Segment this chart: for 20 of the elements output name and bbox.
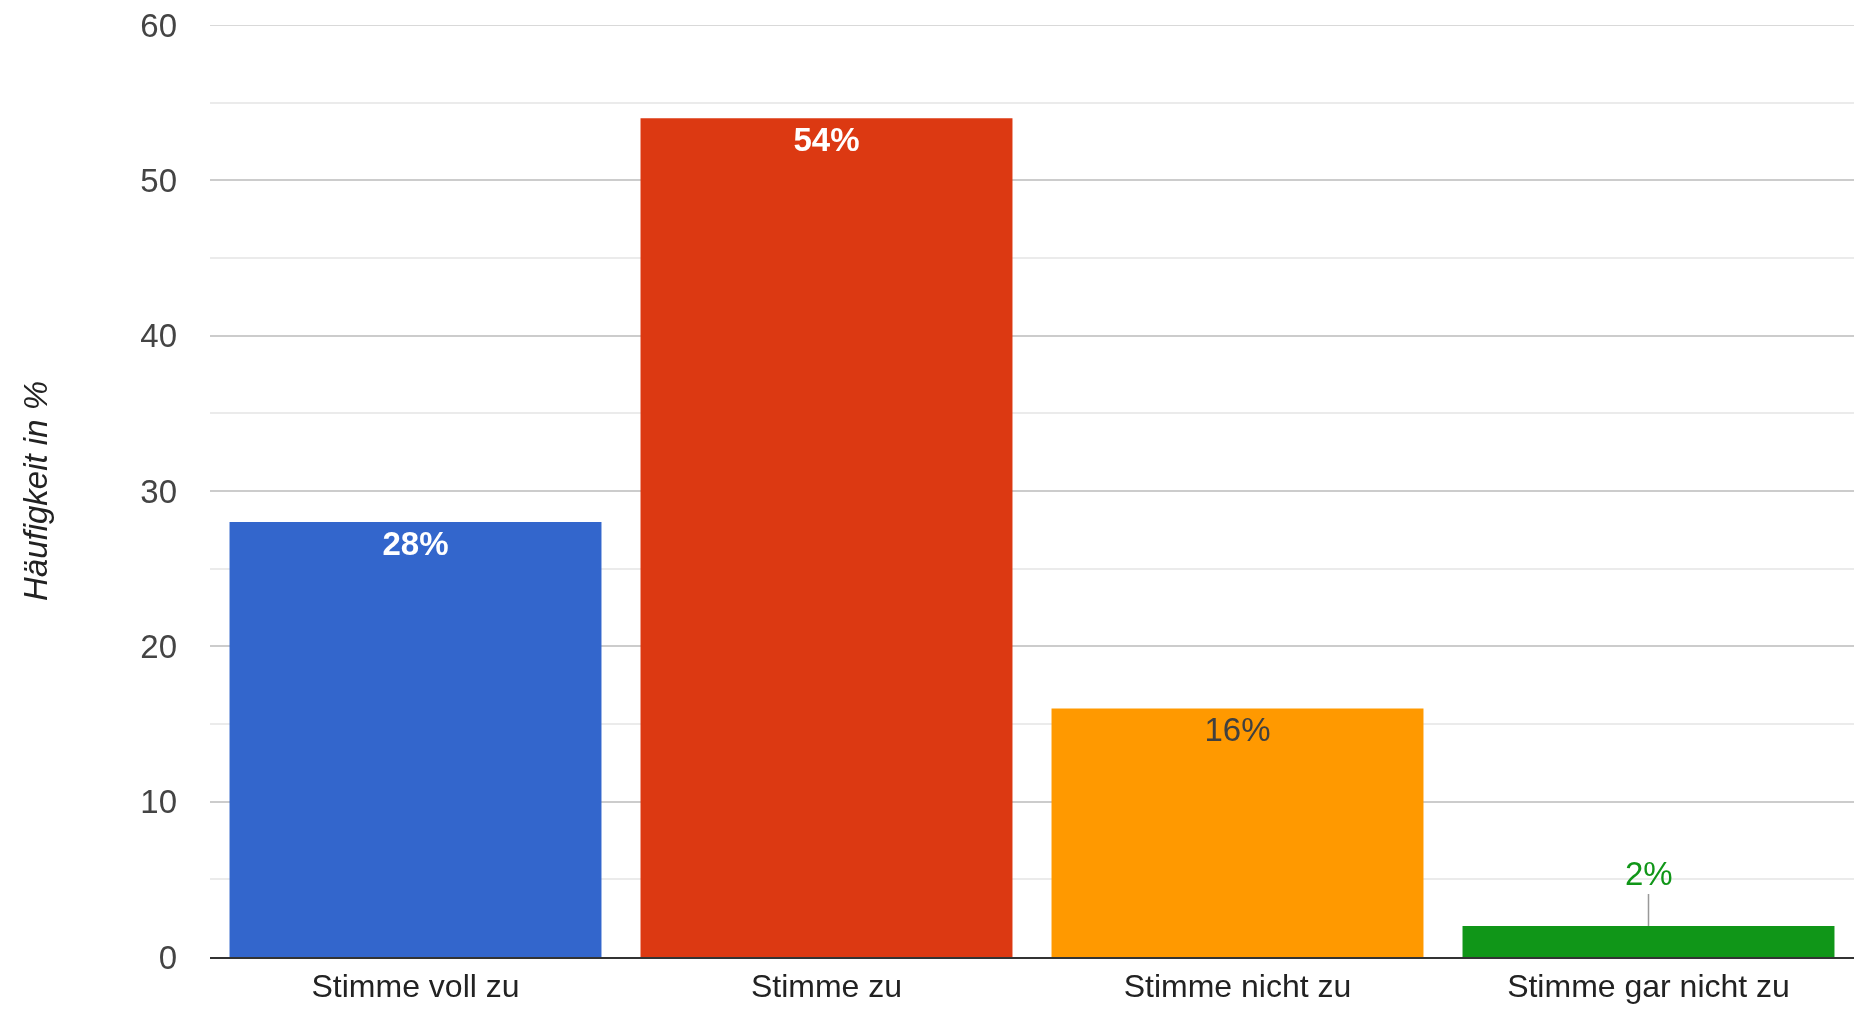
x-tick-label: Stimme voll zu xyxy=(311,968,520,1005)
x-tick-label: Stimme gar nicht zu xyxy=(1507,968,1790,1005)
y-tick-label: 0 xyxy=(158,938,177,976)
x-tick-label: Stimme zu xyxy=(750,968,903,1005)
data-label: 2% xyxy=(1625,855,1673,892)
data-label: 54% xyxy=(793,121,860,159)
y-tick-label: 50 xyxy=(140,161,177,199)
data-label: 28% xyxy=(382,525,449,563)
y-tick-label: 20 xyxy=(140,627,177,665)
y-tick-label: 30 xyxy=(140,472,177,510)
bar xyxy=(229,522,602,957)
x-tick-label: Stimme nicht zu xyxy=(1123,968,1352,1005)
bar xyxy=(1462,925,1835,957)
bar xyxy=(1051,708,1424,957)
y-tick-label: 40 xyxy=(140,317,177,355)
y-tick-label: 10 xyxy=(140,783,177,821)
bar xyxy=(640,118,1013,957)
data-label: 16% xyxy=(1204,711,1271,749)
y-tick-label: 60 xyxy=(140,6,177,44)
y-axis-title: Häufigkeit in % xyxy=(17,380,55,602)
